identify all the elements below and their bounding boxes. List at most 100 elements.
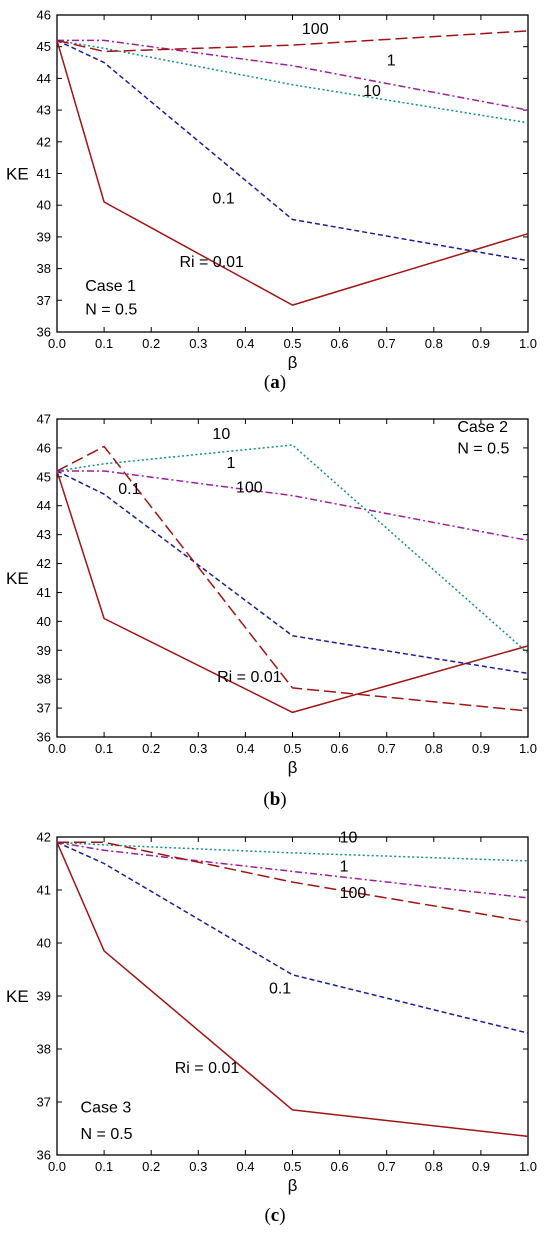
caption-letter-a: a: [270, 372, 280, 393]
annotation-label: Ri = 0.01: [175, 1060, 240, 1077]
annotation-label: 100: [302, 21, 329, 38]
caption-letter-c: c: [270, 1205, 280, 1226]
y-tick-label: 36: [37, 325, 51, 340]
x-tick-label: 0.4: [236, 1159, 254, 1174]
y-tick-label: 42: [37, 134, 51, 149]
series-line-b-1: [56, 470, 529, 675]
x-tick-label: 0.4: [236, 336, 254, 351]
chart-panel-a: 0.0 0.1 0.2 0.3 0.4 0.5 0.6 0.7 0.8 0.9 1.0 36 37 38 3…: [0, 0, 550, 404]
annotation-label: Case 1: [85, 278, 136, 295]
series-line-b-3: [56, 444, 529, 654]
x-tick-label: 0.7: [378, 336, 396, 351]
x-tick-label: 0.1: [95, 1159, 113, 1174]
x-tick-label: 0.4: [236, 741, 254, 756]
annotation-label: 1: [227, 455, 236, 472]
x-tick-label: 0.3: [189, 336, 207, 351]
series-line-a-1: [56, 39, 529, 262]
chart-svg-c: 0.0 0.1 0.2 0.3 0.4 0.5 0.6 0.7 0.8 0.9 1.0 36 37 38 3…: [6, 829, 537, 1195]
y-tick-label: 37: [37, 701, 51, 716]
annotation-label: Case 2: [457, 419, 508, 436]
y-tick-label: 37: [37, 1095, 51, 1110]
caption-a: (a): [263, 372, 287, 393]
annotation-label: N = 0.5: [457, 441, 509, 458]
annotation-label: 1: [340, 858, 349, 875]
series-line-a-0: [56, 40, 529, 306]
y-tick-label: 38: [37, 261, 51, 276]
x-axis-label: β: [288, 353, 298, 370]
y-tick-label: 39: [37, 643, 51, 658]
x-tick-label: 0.5: [283, 336, 301, 351]
y-tick-label: 41: [37, 585, 51, 600]
y-tick-label: 46: [37, 8, 51, 23]
chart-svg-a: 0.0 0.1 0.2 0.3 0.4 0.5 0.6 0.7 0.8 0.9 1.0 36 37 38 3…: [6, 8, 537, 371]
x-tick-label: 0.7: [378, 741, 396, 756]
series-line-c-0: [56, 842, 529, 1138]
annotation-label: 0.1: [118, 481, 140, 498]
x-tick-label: 0.5: [283, 741, 301, 756]
annotation-label: N = 0.5: [81, 1126, 133, 1143]
x-axis-label: β: [288, 1176, 298, 1195]
x-tick-label: 0.2: [142, 336, 160, 351]
x-tick-label: 0.6: [331, 336, 349, 351]
x-tick-label: 0.0: [48, 741, 66, 756]
series-line-b-2: [57, 470, 529, 542]
annotation-label: Ri = 0.01: [179, 254, 244, 271]
x-tick-label: 0.6: [331, 1159, 349, 1174]
series-line-c-3: [56, 841, 529, 862]
y-tick-label: 40: [37, 936, 51, 951]
y-tick-label: 46: [37, 440, 51, 455]
annotation-label: Ri = 0.01: [217, 669, 282, 686]
series-line-b-0: [56, 470, 529, 714]
y-tick-label: 38: [37, 672, 51, 687]
y-tick-label: 43: [37, 103, 51, 118]
annotation-label: 100: [340, 885, 367, 902]
annotation-label: 10: [363, 83, 381, 100]
y-tick-label: 44: [37, 71, 51, 86]
chart-panel-b: 0.0 0.1 0.2 0.3 0.4 0.5 0.6 0.7 0.8 0.9 1.0 36 37 38 3…: [0, 404, 550, 822]
annotation-label: 100: [236, 480, 263, 497]
x-tick-label: 0.0: [48, 336, 66, 351]
caption-c: (c): [264, 1205, 286, 1226]
x-tick-label: 0.8: [425, 741, 443, 756]
y-tick-label: 44: [37, 498, 51, 513]
y-tick-label: 38: [37, 1042, 51, 1057]
y-tick-label: 45: [37, 39, 51, 54]
y-tick-label: 43: [37, 527, 51, 542]
series-line-c-4: [57, 841, 529, 923]
y-axis-label: KE: [6, 165, 29, 184]
x-tick-label: 0.0: [48, 1159, 66, 1174]
x-axis-label: β: [288, 758, 298, 777]
y-tick-label: 40: [37, 198, 51, 213]
series-line-a-3: [56, 39, 529, 124]
series-line-c-1: [56, 841, 529, 1034]
x-tick-label: 1.0: [519, 336, 537, 351]
plot-frame-b: [56, 418, 529, 738]
x-tick-label: 0.9: [472, 336, 490, 351]
caption-letter-b: b: [269, 789, 281, 810]
y-tick-label: 42: [37, 830, 51, 845]
annotation-label: 10: [212, 426, 230, 443]
annotation-label: N = 0.5: [85, 302, 137, 319]
x-tick-label: 0.1: [95, 336, 113, 351]
x-tick-label: 0.7: [378, 1159, 396, 1174]
annotation-label: 10: [340, 829, 358, 846]
x-tick-label: 0.1: [95, 741, 113, 756]
x-tick-label: 0.8: [425, 1159, 443, 1174]
caption-b: (b): [263, 789, 287, 810]
series-line-a-4: [56, 30, 529, 53]
annotation-label: 0.1: [212, 191, 234, 208]
y-tick-label: 40: [37, 614, 51, 629]
y-tick-label: 37: [37, 293, 51, 308]
x-tick-label: 0.3: [189, 741, 207, 756]
y-tick-label: 36: [37, 730, 51, 745]
annotation-label: 0.1: [269, 980, 291, 997]
y-tick-label: 39: [37, 989, 51, 1004]
x-tick-label: 0.2: [142, 1159, 160, 1174]
x-tick-label: 0.8: [425, 336, 443, 351]
chart-panel-c: 0.0 0.1 0.2 0.3 0.4 0.5 0.6 0.7 0.8 0.9 1.0 36 37 38 3…: [0, 822, 550, 1238]
x-tick-label: 1.0: [519, 741, 537, 756]
y-tick-label: 39: [37, 229, 51, 244]
y-tick-label: 42: [37, 556, 51, 571]
x-tick-label: 0.3: [189, 1159, 207, 1174]
x-tick-label: 0.9: [472, 741, 490, 756]
